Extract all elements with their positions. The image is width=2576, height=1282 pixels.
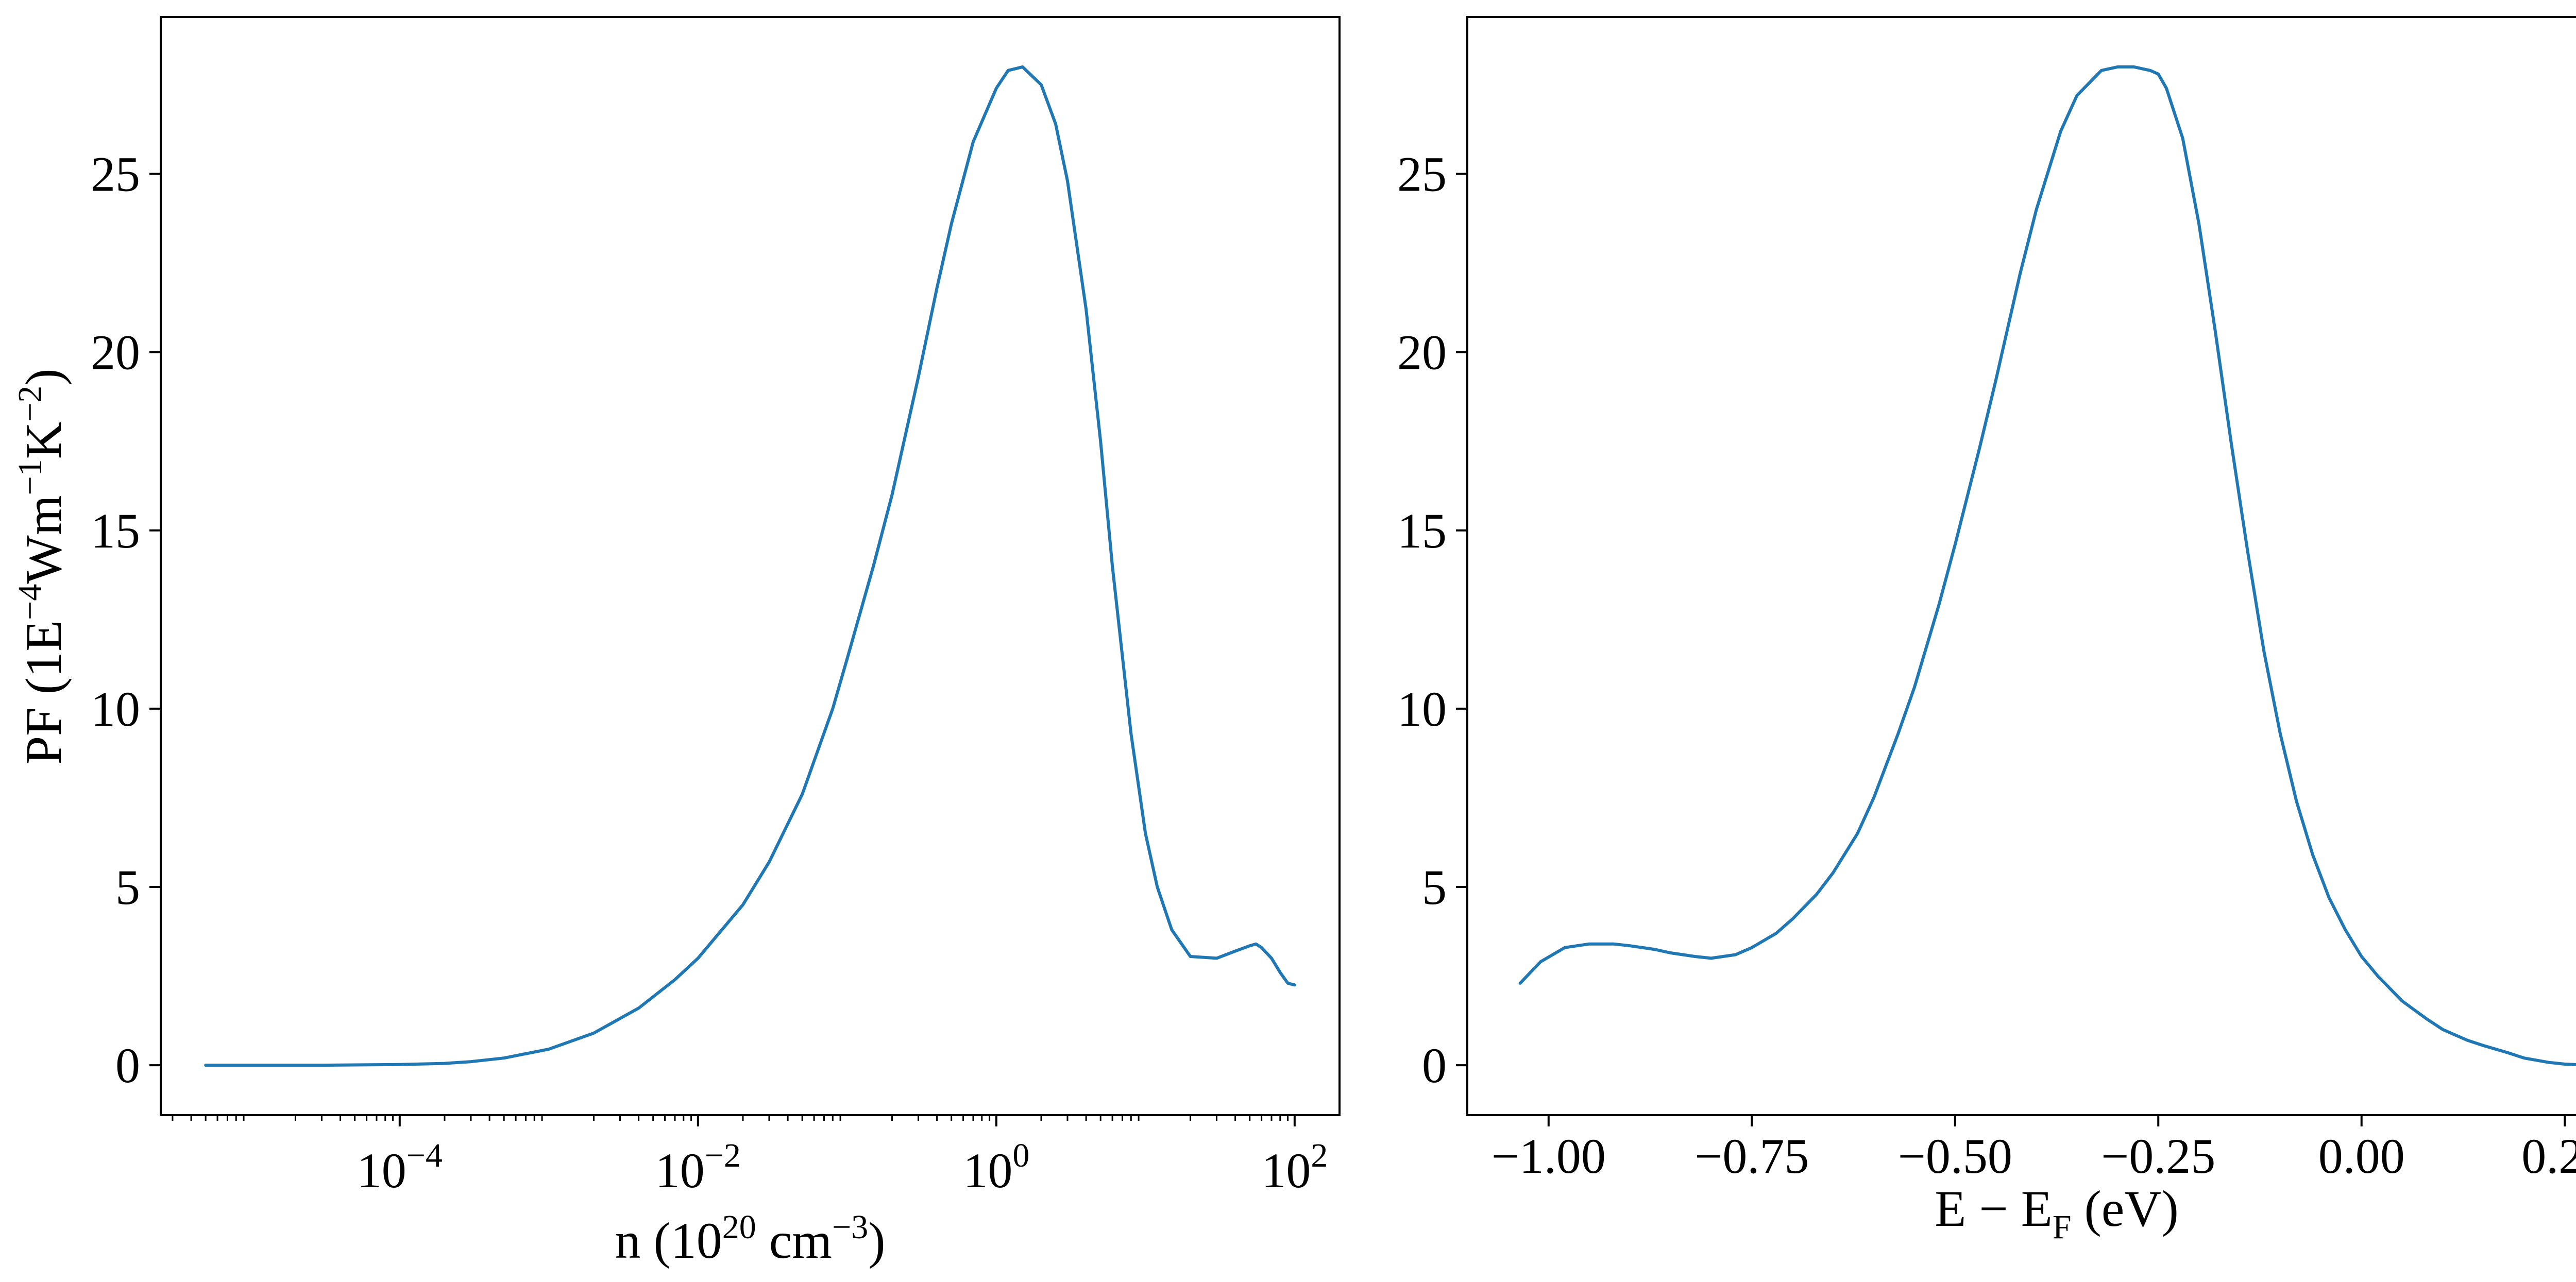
left-x-tick-base: 10 bbox=[1261, 1143, 1311, 1198]
left-plot-frame bbox=[160, 16, 1341, 1116]
right-chart: 0 5 10 15 20 25 −1.00 −0.75 −0.50 −0.25 0.00 0.25 E… bbox=[1397, 16, 2576, 1246]
left-x-tick-exp: 2 bbox=[1311, 1137, 1328, 1174]
xlabel-mid: cm bbox=[756, 1212, 832, 1269]
left-y-tick-label: 0 bbox=[115, 1038, 140, 1093]
left-x-tick-base: 10 bbox=[963, 1143, 1012, 1198]
left-y-tick-label: 5 bbox=[115, 860, 140, 915]
right-series-line bbox=[1518, 65, 2576, 1066]
ylabel-sup-b: −1 bbox=[11, 459, 49, 495]
ylabel-part-c: K bbox=[15, 422, 72, 459]
left-x-tick-label: 102 bbox=[1261, 1137, 1328, 1198]
xlabel-sup-1: 20 bbox=[722, 1208, 756, 1246]
left-x-tick-exp: −2 bbox=[705, 1137, 741, 1174]
left-x-tick-label: 10−2 bbox=[655, 1137, 741, 1198]
ylabel-part-d: ) bbox=[15, 368, 72, 385]
right-y-tick-label: 10 bbox=[1397, 681, 1447, 737]
right-x-tick-label: −0.75 bbox=[1694, 1129, 1809, 1184]
right-y-tick-label: 15 bbox=[1397, 503, 1447, 558]
left-x-axis-label: n (1020 cm−3) bbox=[615, 1208, 885, 1269]
left-y-axis-label: PF (1E−4Wm−1K−2) bbox=[11, 368, 72, 764]
ylabel-part-b: Wm bbox=[15, 495, 72, 584]
right-x-tick-label: −0.50 bbox=[1898, 1129, 2012, 1184]
right-x-axis-label: E − EF (eV) bbox=[1935, 1180, 2179, 1246]
right-xlabel-sub: F bbox=[2053, 1208, 2072, 1246]
left-y-tick-label: 10 bbox=[91, 681, 140, 737]
xlabel-pre: n (10 bbox=[615, 1212, 722, 1269]
left-x-tick-base: 10 bbox=[357, 1143, 406, 1198]
ylabel-sup-a: −4 bbox=[11, 584, 49, 620]
right-y-tick-label: 20 bbox=[1397, 325, 1447, 380]
left-y-tick-label: 15 bbox=[91, 503, 140, 558]
right-xlabel-post: (eV) bbox=[2072, 1180, 2179, 1237]
left-y-tick-label: 20 bbox=[91, 325, 140, 380]
right-x-tick-label: 0.25 bbox=[2521, 1129, 2576, 1184]
right-y-tick-label: 0 bbox=[1422, 1038, 1447, 1093]
right-x-tick-label: 0.00 bbox=[2318, 1129, 2405, 1184]
right-plot-frame bbox=[1466, 16, 2576, 1116]
right-y-tick-label: 25 bbox=[1397, 147, 1447, 202]
ylabel-sup-c: −2 bbox=[11, 386, 49, 422]
right-x-tick-label: −0.25 bbox=[2101, 1129, 2215, 1184]
ylabel-part-a: PF (1E bbox=[15, 620, 72, 765]
left-y-tick-label: 25 bbox=[91, 147, 140, 202]
left-x-tick-exp: −4 bbox=[406, 1137, 443, 1174]
right-chart-marks: 0 5 10 15 20 25 −1.00 −0.75 −0.50 −0.25 0.00 0.25 bbox=[1397, 65, 2576, 1184]
left-x-tick-label: 100 bbox=[963, 1137, 1029, 1198]
right-xlabel-pre: E − E bbox=[1935, 1180, 2053, 1237]
left-series-line bbox=[204, 65, 1296, 1067]
left-x-tick-exp: 0 bbox=[1012, 1137, 1029, 1174]
left-x-tick-label: 10−4 bbox=[357, 1137, 443, 1198]
left-x-tick-base: 10 bbox=[655, 1143, 705, 1198]
right-x-tick-label: −1.00 bbox=[1492, 1129, 1606, 1184]
right-y-tick-label: 5 bbox=[1422, 860, 1447, 915]
xlabel-sup-2: −3 bbox=[832, 1208, 868, 1246]
xlabel-post: ) bbox=[868, 1212, 885, 1269]
